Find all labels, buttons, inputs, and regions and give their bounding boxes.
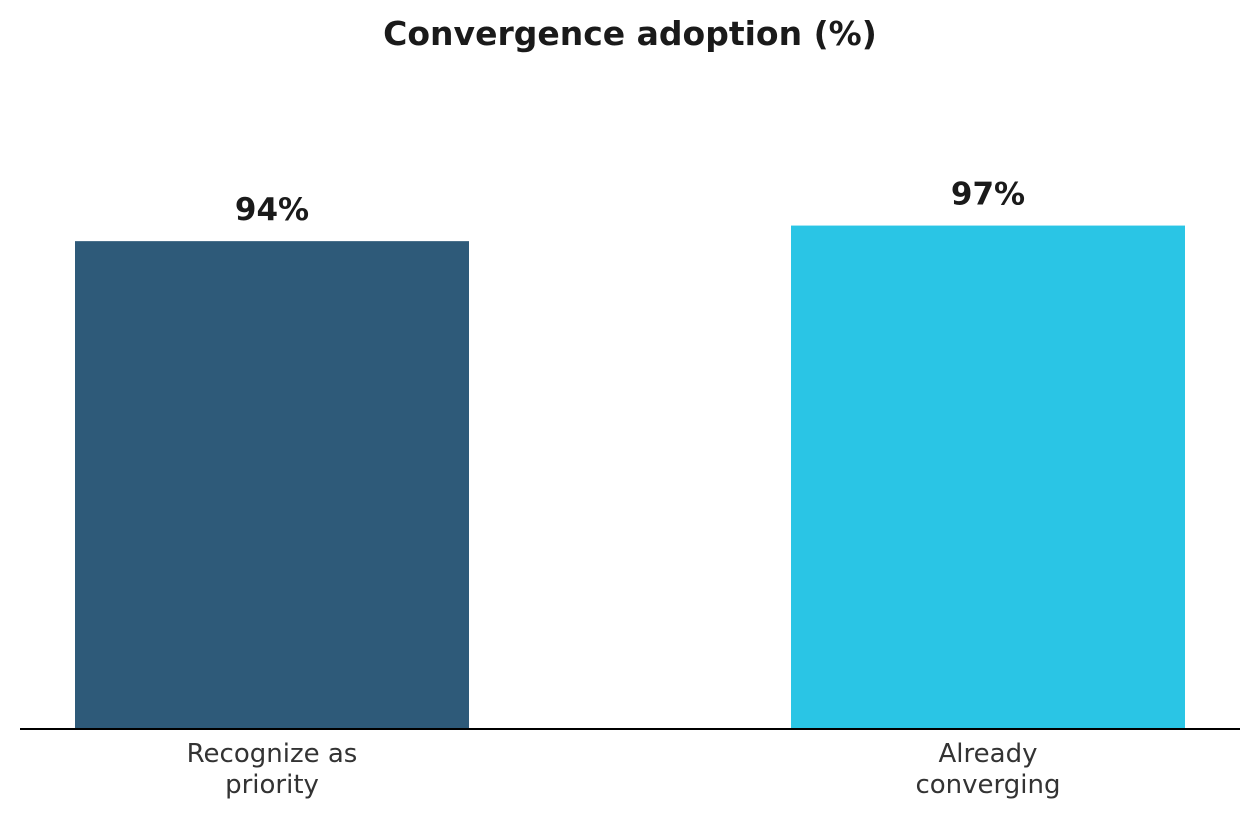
x-tick-label-1: Recognize as priority [187, 739, 358, 800]
x-tick-label-line: priority [225, 770, 319, 800]
x-tick-label-2: Already converging [915, 739, 1060, 800]
bar-2 [791, 225, 1185, 729]
bar-value-label-2: 97% [951, 177, 1025, 213]
bar-value-label-1: 94% [235, 192, 309, 228]
x-tick-label-line: Recognize as [187, 739, 358, 769]
x-tick-label-line: converging [915, 770, 1060, 800]
bar-1 [75, 241, 469, 729]
x-tick-label-line: Already [939, 739, 1038, 769]
chart-title: Convergence adoption (%) [383, 14, 877, 53]
